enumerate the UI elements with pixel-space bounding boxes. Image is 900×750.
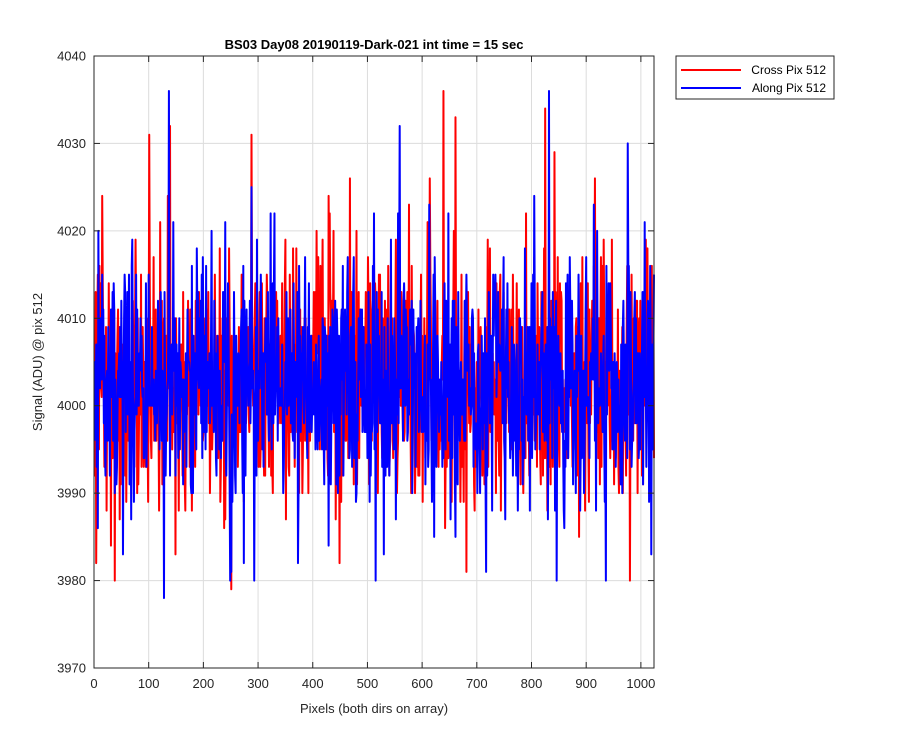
y-tick-label: 4000 — [57, 398, 86, 413]
y-tick-label: 4030 — [57, 136, 86, 151]
y-tick-label: 3980 — [57, 573, 86, 588]
x-tick-label: 400 — [302, 676, 324, 691]
y-tick-label: 4020 — [57, 223, 86, 238]
x-tick-label: 500 — [357, 676, 379, 691]
x-axis-label: Pixels (both dirs on array) — [300, 701, 448, 716]
chart-title: BS03 Day08 20190119-Dark-021 int time = … — [225, 37, 524, 52]
tick-label-layer: 0 100 200 300 400 500 600 700 800 900 1000 3970 3980… — [57, 49, 655, 692]
y-axis-label: Signal (ADU) @ pix 512 — [30, 293, 45, 431]
x-tick-label: 300 — [247, 676, 269, 691]
tick-layer — [93, 55, 654, 669]
series-layer — [93, 89, 655, 600]
legend-label-along: Along Pix 512 — [752, 81, 826, 95]
x-tick-label: 700 — [466, 676, 488, 691]
plot-frame — [93, 55, 655, 669]
x-tick-label: 600 — [411, 676, 433, 691]
x-tick-label: 800 — [521, 676, 543, 691]
y-tick-label: 3970 — [57, 661, 86, 676]
legend-label-cross: Cross Pix 512 — [751, 63, 826, 77]
x-tick-label: 0 — [90, 676, 97, 691]
y-tick-label: 4010 — [57, 311, 86, 326]
x-tick-label: 900 — [575, 676, 597, 691]
series-line-along-pix-512 — [93, 89, 655, 600]
legend: Cross Pix 512 Along Pix 512 — [675, 55, 835, 100]
y-tick-label: 3990 — [57, 486, 86, 501]
x-tick-label: 100 — [138, 676, 160, 691]
legend-box — [675, 55, 835, 100]
x-tick-label: 1000 — [626, 676, 655, 691]
y-tick-label: 4040 — [57, 49, 86, 64]
x-tick-label: 200 — [193, 676, 215, 691]
